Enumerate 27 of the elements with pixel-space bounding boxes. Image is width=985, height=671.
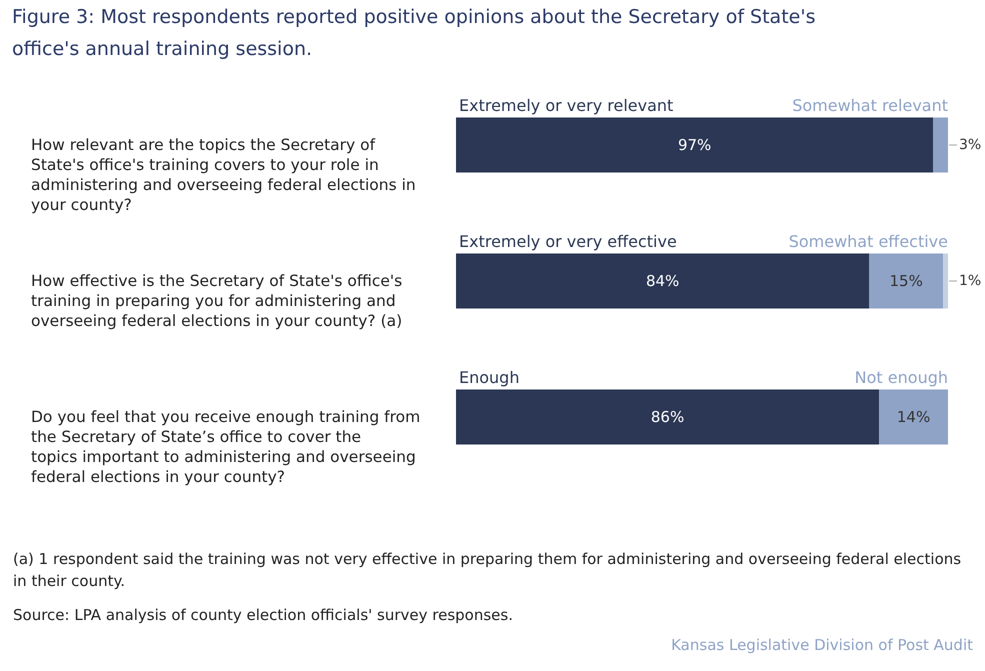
data-label: 97% (678, 136, 712, 154)
data-label: 15% (890, 272, 923, 290)
bar (933, 118, 948, 172)
y-tick-label: How relevant are the topics the Secretary of State's office's training covers to your role in administering and overseeing federal elections in your county? (31, 136, 416, 214)
data-label: 86% (650, 408, 684, 426)
text: Kansas Legislative Division of Post Audit (671, 635, 973, 656)
bar (879, 390, 948, 444)
y-tick-label: How effective is the Secretary of State's office's training in preparing you for administering and overseeing federal elections in your county? (a) (31, 272, 402, 330)
annotation: Extremely or very effective (459, 232, 677, 251)
text: (a) 1 respondent said the training was not very effective in preparing them for administering and overseeing federal elections in their county. (13, 549, 962, 592)
source-note: Source: LPA analysis of county election officials' survey responses. (13, 605, 514, 626)
data-label: 1% (959, 273, 982, 289)
annotation: Somewhat relevant (792, 96, 948, 115)
annotation: Not enough (854, 368, 948, 387)
annotation: Somewhat effective (788, 232, 948, 251)
bar (869, 254, 944, 308)
data-label: 3% (959, 137, 982, 153)
bar (943, 254, 948, 308)
y-tick-label: Do you feel that you receive enough training from the Secretary of State’s office to cover the topics important to administering and overseeing federal elections in your county? (31, 408, 420, 486)
chart-title: Figure 3: Most respondents reported positive opinions about the Secretary of State's office's annual training session. (12, 6, 816, 60)
bar (456, 118, 934, 172)
data-label: 84% (646, 272, 680, 290)
annotation: Enough (459, 368, 520, 387)
bar (456, 254, 870, 308)
data-label: 14% (896, 408, 930, 426)
bar (456, 390, 880, 444)
annotation: Extremely or very relevant (459, 96, 674, 115)
